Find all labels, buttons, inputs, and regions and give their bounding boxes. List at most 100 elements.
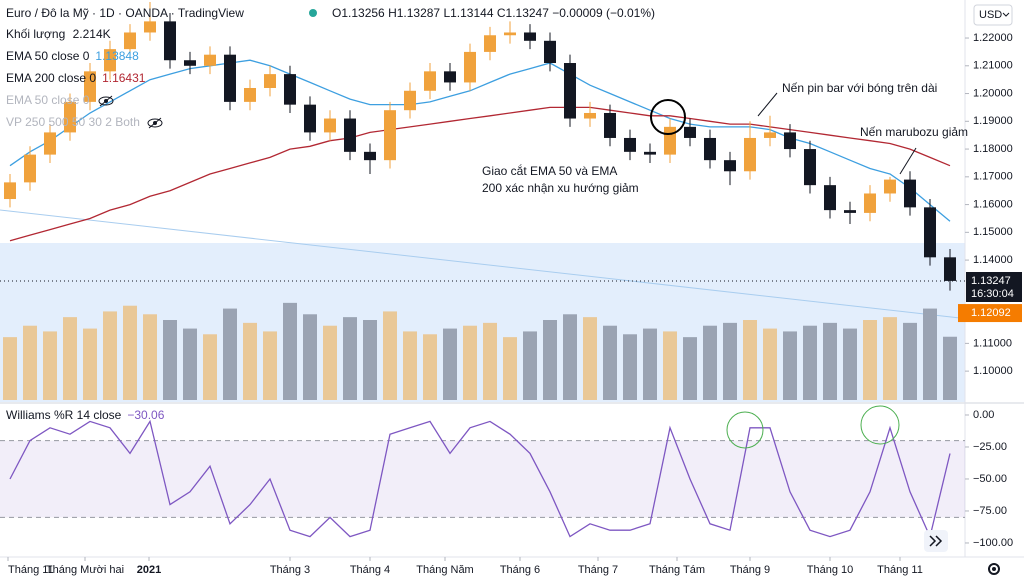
candle-body <box>724 160 736 172</box>
vp-line <box>0 209 961 319</box>
volume-bar <box>663 331 677 400</box>
hidden-indicator[interactable]: EMA 50 close 0 <box>6 93 90 107</box>
candle-body <box>144 21 156 33</box>
y-tick-label: 1.15000 <box>973 226 1013 238</box>
candle-body <box>24 154 36 183</box>
annotations: Nến pin bar với bóng trên dài Nến marubo… <box>482 81 968 449</box>
williams-legend[interactable]: Williams %R 14 close −30.06 <box>6 408 165 422</box>
candle-body <box>624 137 636 152</box>
candle-body <box>484 35 496 52</box>
volume-bar <box>423 334 437 400</box>
candle-body <box>844 210 856 213</box>
volume-bar <box>603 325 617 400</box>
legend-value: 1.16431 <box>102 71 146 85</box>
scroll-to-latest[interactable] <box>924 530 948 552</box>
volume-bar <box>683 337 697 400</box>
highlight-circle <box>860 405 900 445</box>
header-legend: Euro / Đô la Mỹ · 1D · OANDA · TradingVi… <box>6 6 655 422</box>
ohlc-low: L1.13144 <box>443 6 493 20</box>
candle-body <box>444 71 456 83</box>
volume-bar <box>863 320 877 400</box>
volume-bar <box>263 331 277 400</box>
ohlc-change: −0.00009 (−0.01%) <box>552 6 655 20</box>
main-layer <box>0 1 965 539</box>
chevrons <box>929 535 943 547</box>
volume-bar <box>383 311 397 400</box>
hidden-indicator[interactable]: VP 250 500 50 30 2 Both <box>6 115 140 129</box>
x-tick-label: Tháng 6 <box>500 564 540 576</box>
candle-body <box>124 32 136 50</box>
volume-bar <box>303 314 317 400</box>
candle-body <box>704 137 716 161</box>
candle-body <box>464 51 476 83</box>
legend-name: EMA 50 close 0 <box>6 49 90 63</box>
y-tick-label: 1.16000 <box>973 198 1013 210</box>
candle-body <box>104 49 116 72</box>
gear-hub <box>992 567 996 571</box>
marker-price-badge <box>958 304 1022 323</box>
candle-body <box>924 207 936 258</box>
candle-body <box>4 182 16 200</box>
volume-bar <box>403 331 417 400</box>
y-tick-label: −50.00 <box>973 473 1007 485</box>
candle-body <box>304 104 316 133</box>
volume-bar <box>323 325 337 400</box>
williams-line <box>9 419 951 539</box>
volume-bar <box>743 320 757 400</box>
candle-body <box>404 90 416 111</box>
annotation-pointer <box>757 92 778 117</box>
legend-name: Khối lượng <box>6 27 65 41</box>
currency-button[interactable]: USD <box>973 4 1013 26</box>
legend-value: 2.214K <box>73 27 111 41</box>
ohlc-close: C1.13247 <box>497 6 549 20</box>
y-tick-label: 1.11000 <box>973 337 1012 349</box>
candle-body <box>324 118 336 133</box>
candle-body <box>824 185 836 211</box>
volume-legend[interactable]: Khối lượng 2.214K <box>6 27 111 41</box>
x-tick-label: Tháng 4 <box>350 564 390 576</box>
volume-bar <box>123 305 137 400</box>
volume-bar <box>223 308 237 400</box>
legend-value: −30.06 <box>127 408 164 422</box>
y-tick-label: 1.20000 <box>973 87 1013 99</box>
last-price-label: 1.13247 <box>971 275 1011 287</box>
candle-body <box>864 193 876 213</box>
x-tick-label: Tháng 7 <box>578 564 618 576</box>
y-tick-label: 0.00 <box>973 409 994 421</box>
volume-bar <box>783 331 797 400</box>
volume-bar <box>523 331 537 400</box>
annotation: 200 xác nhận xu hướng giảm <box>482 181 639 195</box>
x-tick-label: Tháng 10 <box>807 564 853 576</box>
annotation-pointer <box>899 147 917 175</box>
ohlc: O1.13256 H1.13287 L1.13144 C1.13247 −0.0… <box>332 6 655 20</box>
candle-body <box>64 101 76 133</box>
eye-off-icon[interactable] <box>147 117 163 129</box>
candle-body <box>164 21 176 61</box>
y-tick-label: 1.22000 <box>973 32 1013 44</box>
ema50-legend[interactable]: EMA 50 close 0 1.13848 <box>6 49 139 63</box>
y-tick-label: 1.21000 <box>973 60 1013 72</box>
y-tick-label: 1.17000 <box>973 171 1013 183</box>
settings-button[interactable] <box>988 563 1000 575</box>
ema200-legend[interactable]: EMA 200 close 0 1.16431 <box>6 71 146 85</box>
candle-body <box>204 54 216 66</box>
volume-bar <box>543 320 557 400</box>
candle-body <box>744 137 756 172</box>
candle-body <box>84 71 96 102</box>
ema-line <box>9 106 951 242</box>
volume-bar <box>463 325 477 400</box>
volume-bar <box>803 325 817 400</box>
background-layer <box>0 440 965 518</box>
candle-body <box>564 63 576 119</box>
candle-body <box>504 32 516 36</box>
volume-bar <box>723 322 737 400</box>
volume-bar <box>143 314 157 400</box>
platform: TradingView <box>178 6 244 20</box>
eye-off-icon[interactable] <box>98 95 114 107</box>
volume-bar <box>763 328 777 400</box>
candle-body <box>884 179 896 194</box>
candle-body <box>364 151 376 161</box>
candle-body <box>804 149 816 186</box>
currency-box <box>973 4 1013 26</box>
